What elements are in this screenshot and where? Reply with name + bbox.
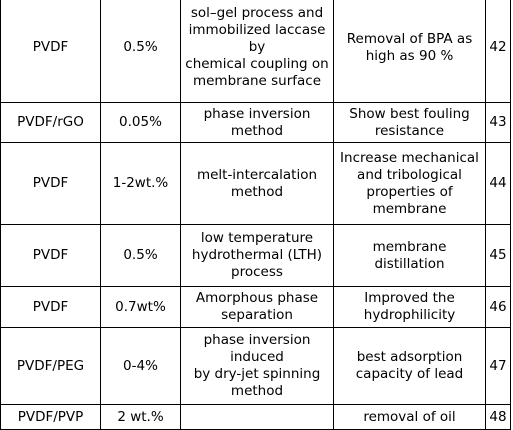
cell-text: 47	[489, 357, 507, 374]
table-cell: 47	[485, 327, 511, 405]
cell-text: method	[230, 122, 284, 139]
table-cell: Improved the hydrophilicity	[333, 286, 486, 328]
cell-text: 0.05%	[119, 114, 162, 130]
cell-text: 0-4%	[123, 357, 158, 374]
cell-text: sol–gel process and	[190, 5, 324, 21]
table-cell: 0.05%	[100, 102, 181, 143]
table-cell: Show best fouling resistance	[333, 102, 486, 143]
table-cell: PVDF/PEG	[0, 327, 101, 405]
cell-text: 2 wt.%	[117, 408, 164, 425]
table-cell: phase inversion method	[180, 102, 334, 143]
cell-text: resistance	[374, 122, 445, 139]
cell-text: 0.5%	[123, 39, 158, 55]
table-cell: low temperature hydrothermal (LTH) process	[180, 224, 334, 287]
cell-text: 1-2wt.%	[112, 175, 169, 191]
cell-text: phase inversion	[203, 332, 311, 348]
table-cell: 45	[485, 224, 511, 287]
table-cell: best adsorption capacity of lead	[333, 327, 486, 405]
cell-text: low temperature	[200, 230, 314, 246]
cell-text: PVDF/PVP	[17, 408, 84, 425]
cell-text: PVDF	[32, 298, 69, 315]
cell-text: 0.5%	[123, 247, 158, 263]
table-cell: Increase mechanical and tribological prope…	[333, 142, 486, 225]
cell-text: Removal of BPA as	[346, 30, 473, 47]
cell-text: Increase mechanical	[340, 149, 479, 166]
cell-text: method	[230, 183, 284, 200]
cell-text: Improved the	[364, 290, 455, 306]
cell-text: PVDF/PEG	[16, 357, 85, 374]
table-cell: melt-intercalation method	[180, 142, 334, 225]
cell-text: process	[231, 264, 283, 280]
cell-text: PVDF	[32, 175, 69, 191]
cell-text: by dry-jet spinning	[193, 366, 321, 382]
cell-text: induced	[230, 349, 284, 365]
cell-text: 0.7wt%	[115, 298, 166, 315]
cell-text: hydrophilicity	[363, 307, 456, 323]
cell-text: by	[248, 39, 266, 55]
table-cell: PVDF	[0, 286, 101, 328]
cell-text: 43	[489, 114, 507, 130]
table-cell: PVDF	[0, 142, 101, 225]
cell-text: and tribological	[357, 166, 462, 183]
cell-text: Show best fouling	[349, 105, 470, 122]
table-cell: 43	[485, 102, 511, 143]
cell-text: removal of oil	[363, 408, 456, 425]
cell-text: 42	[489, 39, 507, 55]
table-cell: Amorphous phase separation	[180, 286, 334, 328]
table-cell: 44	[485, 142, 511, 225]
cell-text: 45	[489, 247, 507, 263]
cell-text: immobilized laccase	[188, 22, 326, 38]
cell-text: best adsorption	[356, 349, 463, 365]
cell-text: membrane	[372, 200, 447, 217]
table-cell: removal of oil	[333, 404, 486, 430]
table-cell	[180, 404, 334, 430]
cell-text: PVDF	[32, 247, 69, 263]
cell-text: properties of	[366, 183, 453, 200]
cell-text: capacity of lead	[355, 366, 464, 382]
table-cell: 42	[485, 0, 511, 103]
cell-text: 48	[489, 408, 507, 425]
cell-text: phase inversion	[203, 105, 311, 122]
table-cell: 0-4%	[100, 327, 181, 405]
table-cell: PVDF	[0, 0, 101, 103]
cell-text: separation	[221, 307, 293, 323]
cell-text: high as 90 %	[365, 47, 454, 64]
cell-text: hydrothermal (LTH)	[191, 247, 323, 263]
table-cell: PVDF	[0, 224, 101, 287]
cell-text: 46	[489, 298, 507, 315]
table-cell: 0.7wt%	[100, 286, 181, 328]
table-cell: 1-2wt.%	[100, 142, 181, 225]
cell-text: chemical coupling on	[185, 56, 329, 72]
cell-text: distillation	[374, 255, 445, 272]
table-cell: sol–gel process and immobilized laccase by…	[180, 0, 334, 103]
table-cell: 48	[485, 404, 511, 430]
table-cell: 2 wt.%	[100, 404, 181, 430]
cell-text: PVDF/rGO	[17, 114, 84, 130]
cell-text: PVDF	[32, 39, 69, 55]
cell-text: melt-intercalation	[196, 166, 318, 183]
table-cell: PVDF/PVP	[0, 404, 101, 430]
table-cell: PVDF/rGO	[0, 102, 101, 143]
cell-text: membrane	[372, 238, 447, 255]
cell-text: Amorphous phase	[195, 290, 319, 306]
table-cell: phase inversion induced by dry-jet spinnin…	[180, 327, 334, 405]
table-cell: Removal of BPA as high as 90 %	[333, 0, 486, 103]
cell-text: membrane surface	[192, 73, 322, 89]
cell-text: method	[230, 383, 284, 399]
table-cell: membrane distillation	[333, 224, 486, 287]
table-cell: 46	[485, 286, 511, 328]
table-cell: 0.5%	[100, 0, 181, 103]
table-cell: 0.5%	[100, 224, 181, 287]
cell-text: 44	[489, 175, 507, 191]
